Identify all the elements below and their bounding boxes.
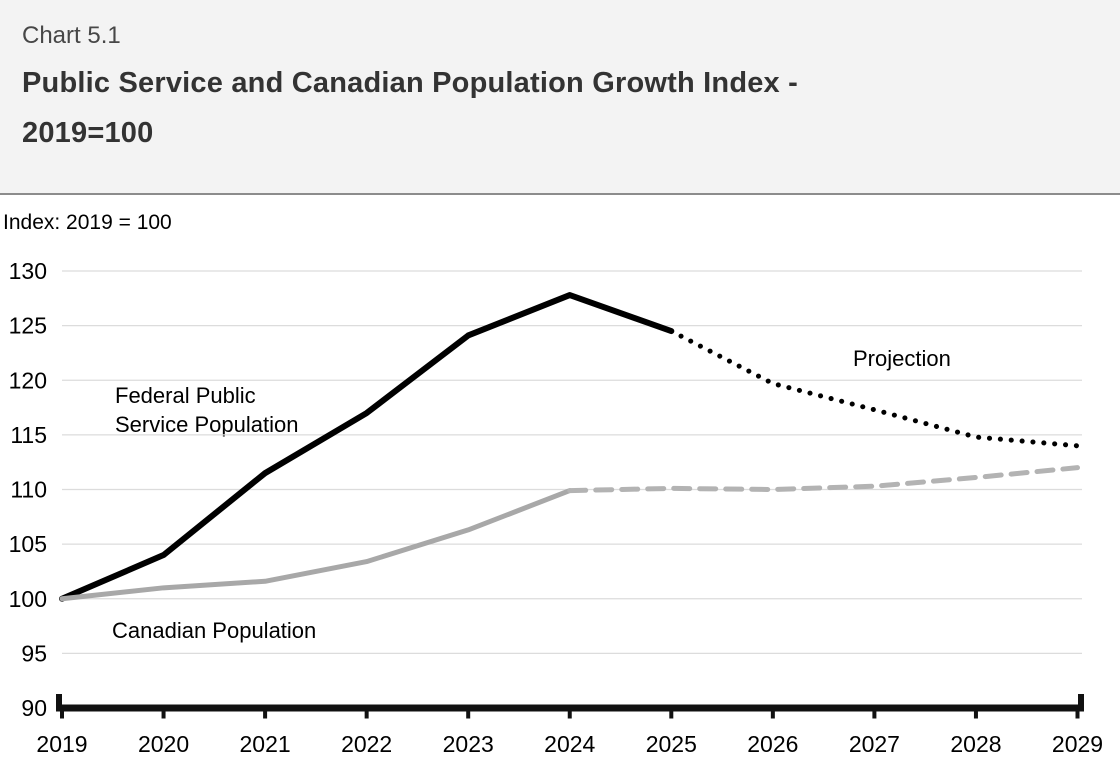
x-tick-label: 2019	[36, 731, 87, 757]
x-tick	[161, 711, 166, 719]
y-tick-label: 90	[21, 695, 47, 721]
chart-title-line1: Public Service and Canadian Population G…	[22, 67, 798, 99]
chart-area: Index: 2019 = 100 Federal Public Service…	[0, 211, 1120, 771]
chart-number: Chart 5.1	[22, 22, 121, 49]
x-axis-left-cap	[56, 694, 62, 706]
x-tick	[466, 711, 471, 719]
x-tick-label: 2029	[1052, 731, 1103, 757]
x-tick-label: 2024	[544, 731, 595, 757]
x-tick	[872, 711, 877, 719]
x-tick	[263, 711, 268, 719]
chart-title: Public Service and Canadian Population G…	[22, 58, 1096, 158]
x-tick	[1075, 711, 1080, 719]
series-line-projection	[668, 328, 1080, 449]
x-tick-label: 2026	[747, 731, 798, 757]
canadian-series-label: Canadian Population	[112, 618, 316, 643]
y-tick-label: 115	[10, 422, 47, 448]
projection-label: Projection	[853, 346, 951, 371]
fps-series-label-line1: Federal Public	[115, 383, 256, 408]
x-tick-label: 2028	[950, 731, 1001, 757]
x-tick-label: 2022	[341, 731, 392, 757]
x-tick-label: 2020	[138, 731, 189, 757]
chart-header: Chart 5.1 Public Service and Canadian Po…	[0, 0, 1120, 195]
x-tick	[60, 711, 64, 719]
x-tick	[770, 711, 775, 719]
y-tick-label: 130	[9, 258, 47, 284]
y-tick-label: 125	[9, 313, 47, 339]
y-tick-label: 120	[9, 367, 47, 393]
y-tick-label: 100	[9, 586, 47, 612]
y-tick-label: 110	[10, 477, 47, 503]
series-line-actual	[59, 292, 675, 602]
series-line-actual	[59, 488, 573, 602]
x-tick-label: 2023	[443, 731, 494, 757]
x-axis-line	[56, 704, 1084, 712]
x-tick	[669, 711, 674, 719]
fps-series-label-line2: Service Population	[115, 412, 298, 437]
y-axis-unit-label: Index: 2019 = 100	[3, 211, 172, 234]
x-tick	[364, 711, 369, 719]
series-line-projection	[567, 465, 1080, 494]
chart-title-line2: 2019=100	[22, 117, 154, 149]
x-tick-label: 2025	[646, 731, 697, 757]
x-tick	[973, 711, 978, 719]
x-axis-right-cap	[1078, 694, 1084, 706]
x-tick-label: 2027	[849, 731, 900, 757]
growth-index-line-chart: Federal Public Service Population Canadi…	[9, 258, 1103, 757]
x-tick-label: 2021	[240, 731, 291, 757]
y-tick-label: 95	[21, 640, 47, 666]
x-tick	[567, 711, 572, 719]
y-tick-label: 105	[9, 531, 47, 557]
